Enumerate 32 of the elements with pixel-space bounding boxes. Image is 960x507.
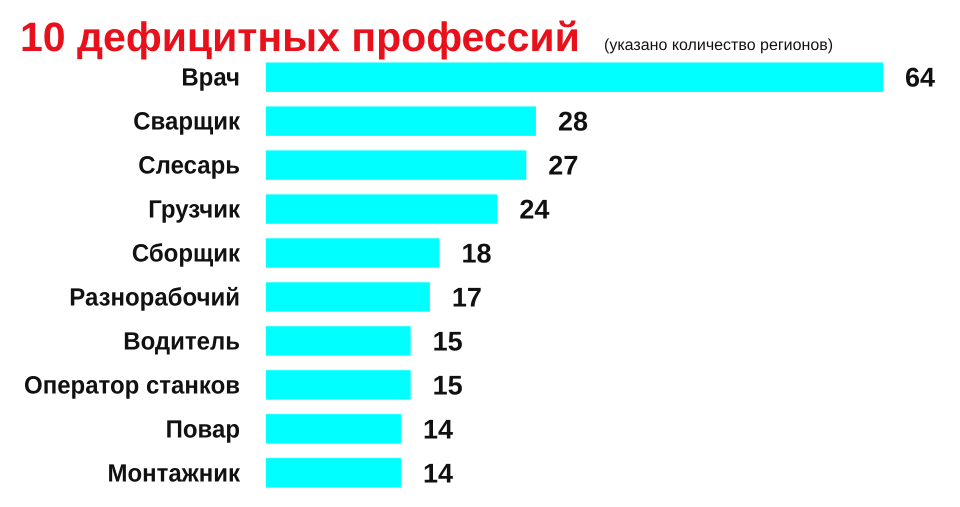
data-label: 24 xyxy=(519,194,550,225)
y-tick-label: Разнорабочий xyxy=(69,284,240,312)
bar xyxy=(266,458,401,488)
data-label: 17 xyxy=(452,282,482,312)
y-tick-label: Сборщик xyxy=(132,240,241,268)
data-label: 18 xyxy=(462,238,492,269)
bar xyxy=(266,414,401,444)
chart-subtitle: (указано количество регионов) xyxy=(604,37,834,54)
chart-title: 10 дефицитных профессий xyxy=(20,14,580,60)
y-tick-label: Оператор станков xyxy=(24,372,240,400)
bar xyxy=(266,62,883,92)
data-label: 14 xyxy=(422,414,454,444)
data-label: 27 xyxy=(548,150,578,181)
y-tick-label: Слесарь xyxy=(138,152,240,180)
bar xyxy=(266,194,498,224)
bar xyxy=(266,282,430,312)
y-tick-label: Сварщик xyxy=(133,108,241,136)
y-tick-label: Монтажник xyxy=(107,460,241,488)
bar xyxy=(266,238,440,268)
data-label: 28 xyxy=(558,106,588,137)
data-label: 15 xyxy=(432,326,463,356)
bar xyxy=(266,326,411,356)
y-tick-label: Грузчик xyxy=(148,196,241,224)
bar xyxy=(266,370,411,400)
bar xyxy=(266,150,526,180)
y-tick-label: Врач xyxy=(181,64,240,92)
data-label: 15 xyxy=(432,370,463,400)
y-tick-label: Повар xyxy=(166,416,240,444)
bar xyxy=(266,106,536,136)
data-label: 64 xyxy=(905,62,936,93)
y-tick-label: Водитель xyxy=(123,328,240,356)
data-label: 14 xyxy=(422,458,454,488)
